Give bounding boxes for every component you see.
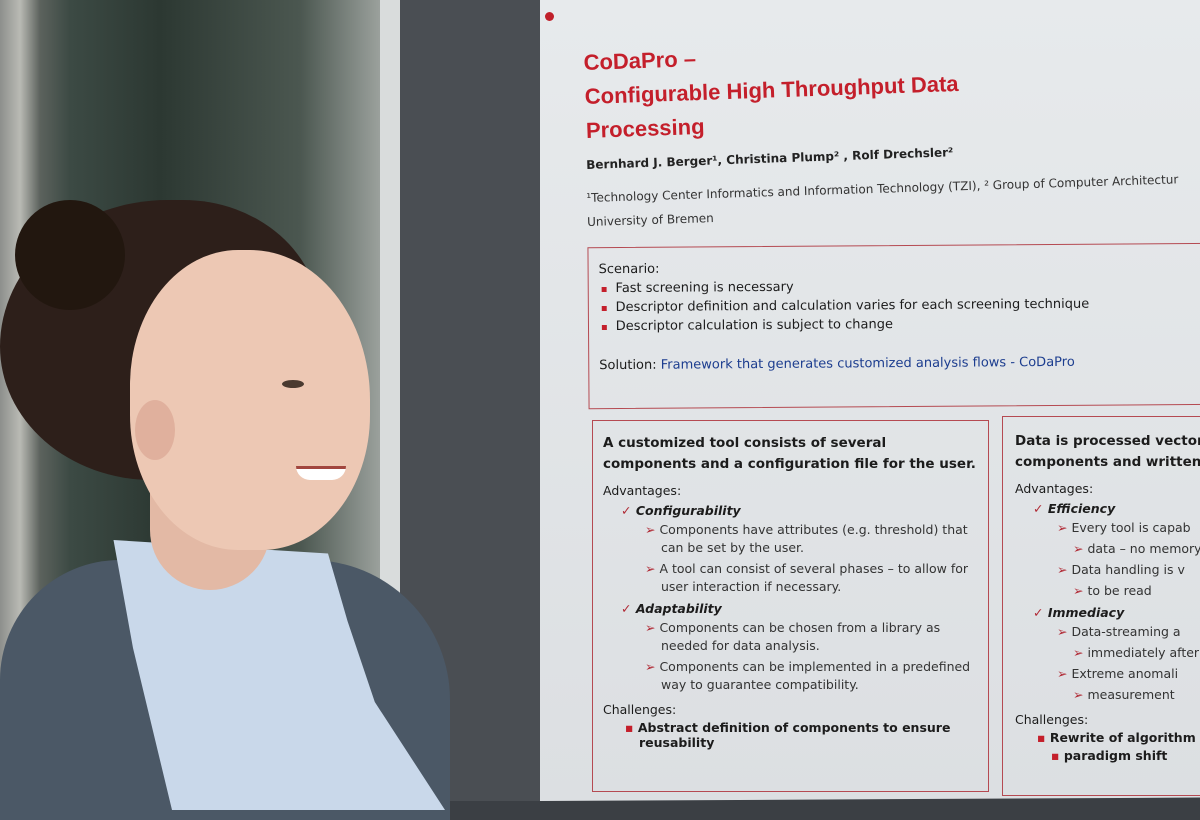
scenario-box: Scenario: Fast screening is necessary De… [587,242,1200,410]
box-heading: Data is processed vector [1015,433,1200,449]
advantage-point: immediately after [1057,644,1200,662]
advantage-point: data – no memory [1057,540,1200,558]
components-box: A customized tool consists of several co… [592,420,989,792]
challenges-label: Challenges: [603,702,677,717]
advantage-point: Components can be implemented in a prede… [645,658,978,694]
challenges-label: Challenges: [1015,712,1089,727]
pin-icon [545,12,554,21]
challenge-item: paradigm shift [1037,748,1200,763]
solution-text: Framework that generates customized anal… [660,354,1075,373]
challenge-item: Rewrite of algorithm [1037,730,1200,745]
advantage-point: measurement [1057,686,1200,704]
box-heading: components and written [1015,454,1200,470]
advantages-label: Advantages: [603,483,682,498]
advantage-point: Every tool is capab [1057,519,1200,537]
advantage-point: Data-streaming a [1057,623,1200,641]
box-heading: A customized tool consists of several co… [603,435,976,472]
advantage-title: Efficiency [1033,501,1200,516]
person-eye [282,380,304,388]
data-processing-box: Data is processed vector components and … [1002,416,1200,796]
poster-title: CoDaPro – Configurable High Throughput D… [583,33,960,148]
list-item: Descriptor calculation is subject to cha… [601,315,1200,334]
person-face [130,250,370,550]
advantage-title: Immediacy [1033,605,1200,620]
solution: Solution: Framework that generates custo… [599,354,1200,373]
list-item: Fast screening is necessary [601,277,1200,296]
advantage-point: Data handling is v [1057,561,1200,579]
advantage-title: Configurability [621,503,978,518]
advantage-point: Components can be chosen from a library … [645,619,978,655]
challenge-item: Abstract definition of components to ens… [625,720,978,750]
advantage-point: Components have attributes (e.g. thresho… [645,521,978,557]
person-smile [296,466,346,480]
person-hair-bun [15,200,125,310]
advantage-title: Adaptability [621,601,978,616]
person-ear [135,400,175,460]
advantages-label: Advantages: [1015,481,1094,496]
scenario-heading: Scenario: [598,261,660,278]
advantage-point: to be read [1057,582,1200,600]
advantage-point: Extreme anomali [1057,665,1200,683]
advantage-point: A tool can consist of several phases – t… [645,560,978,596]
list-item: Descriptor definition and calculation va… [601,296,1200,315]
solution-label: Solution: [599,357,657,374]
